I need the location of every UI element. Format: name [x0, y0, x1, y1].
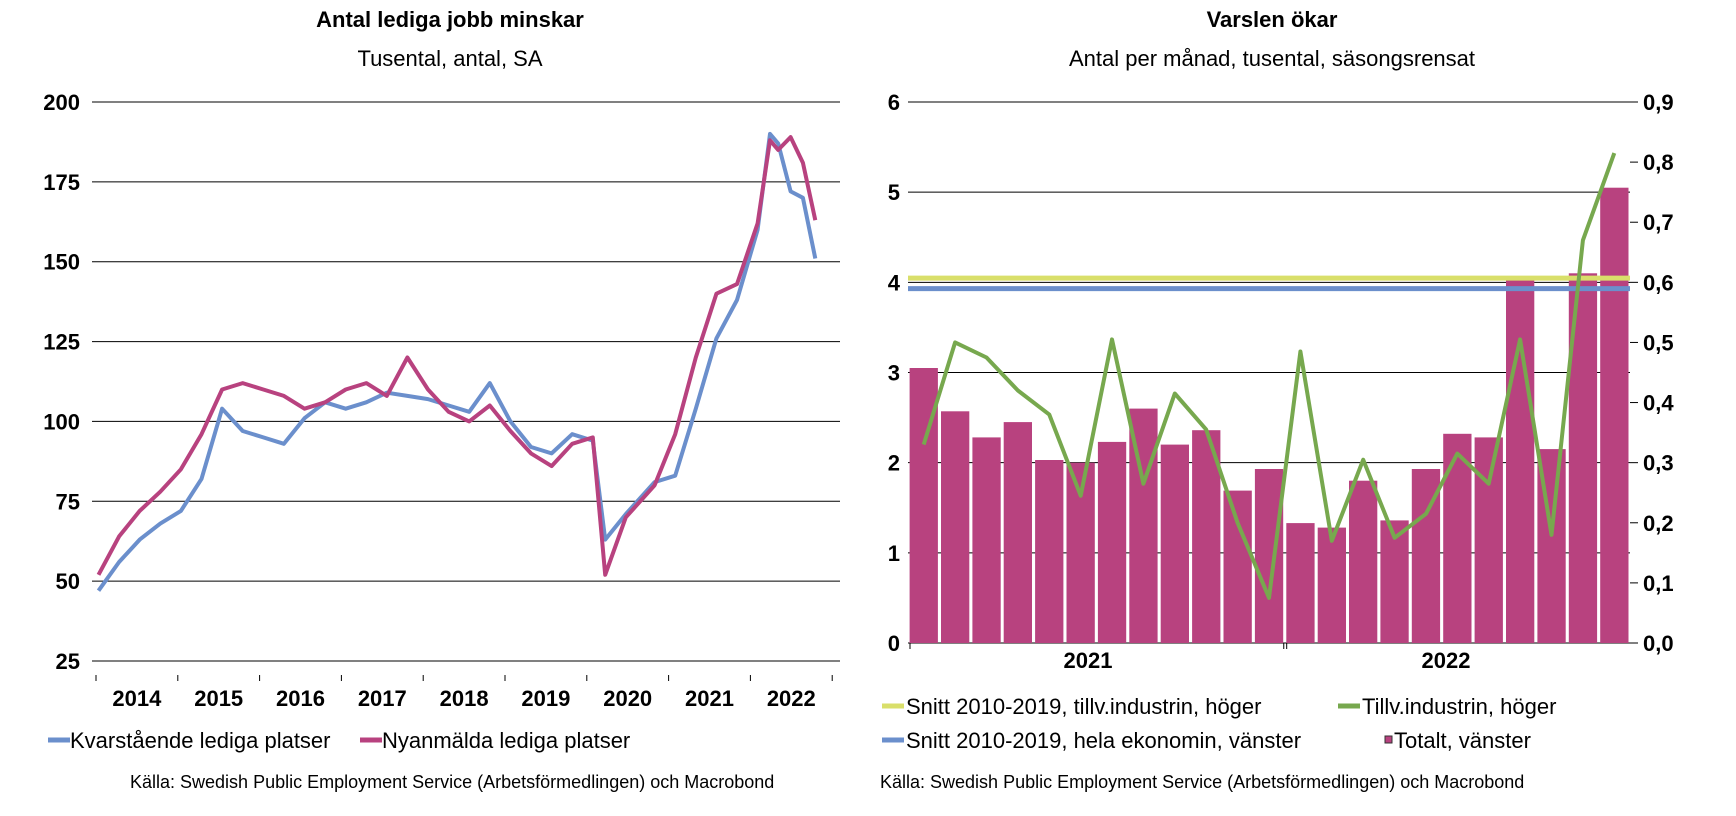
bar-totalt	[1003, 422, 1032, 643]
right-left-y-tick-label: 2	[888, 451, 900, 476]
legend-label-nyanmalda: Nyanmälda lediga platser	[382, 728, 630, 753]
bar-totalt	[1223, 490, 1252, 643]
left-gridlines	[92, 101, 840, 662]
left-legend: Kvarstående lediga platser Nyanmälda led…	[48, 728, 630, 753]
right-right-y-tick-label: 0,1	[1643, 571, 1674, 596]
bar-totalt	[1254, 469, 1284, 643]
series-line-nyanmalda	[96, 135, 818, 577]
right-right-y-tick-label: 0,3	[1643, 451, 1674, 476]
left-x-tick-label: 2020	[603, 686, 652, 711]
bar-totalt	[1160, 444, 1189, 643]
right-right-y-tick-label: 0,9	[1643, 90, 1674, 115]
right-right-y-tick-label: 0,2	[1643, 511, 1674, 536]
left-x-tick-label: 2016	[276, 686, 325, 711]
right-chart-title: Varslen ökar	[1207, 7, 1338, 32]
left-x-tick-label: 2019	[521, 686, 570, 711]
left-y-tick-label: 75	[56, 489, 80, 514]
right-x-tick-label: 2021	[1064, 648, 1113, 673]
right-left-y-tick-label: 0	[888, 631, 900, 656]
legend-label-totalt: Totalt, vänster	[1394, 728, 1531, 753]
right-left-y-tick-label: 5	[888, 180, 900, 205]
right-right-y-tick-label: 0,7	[1643, 210, 1674, 235]
left-x-tick-label: 2021	[685, 686, 734, 711]
left-series-lines	[96, 131, 818, 592]
right-x-axis: 2021 2022	[909, 643, 1471, 673]
bar-totalt	[1192, 430, 1221, 643]
bar-totalt	[941, 411, 970, 643]
right-legend: Snitt 2010-2019, tillv.industrin, höger …	[882, 694, 1556, 753]
right-x-tick-label: 2022	[1422, 648, 1471, 673]
bar-totalt	[1380, 520, 1409, 643]
legend-label-snitt-tillv: Snitt 2010-2019, tillv.industrin, höger	[906, 694, 1261, 719]
right-y-tick-labels: 0 1 2 3 4 5 6 0,0 0,1 0,2 0,3 0,4 0,5 0,6 0,7 0,8 0,9	[888, 90, 1675, 656]
left-x-tick-label: 2014	[112, 686, 162, 711]
right-left-y-tick-label: 1	[888, 541, 900, 566]
bar-totalt	[1600, 187, 1629, 643]
series-line-tillv	[921, 152, 1617, 600]
bar-totalt	[1317, 527, 1346, 643]
right-left-y-tick-label: 4	[888, 270, 901, 295]
left-y-tick-label: 100	[43, 409, 80, 434]
right-source-note: Källa: Swedish Public Employment Service…	[880, 772, 1524, 792]
bar-totalt	[1506, 276, 1535, 643]
right-right-y-tick-label: 0,8	[1643, 150, 1674, 175]
left-x-tick-label: 2017	[358, 686, 407, 711]
right-right-y-tick-label: 0,0	[1643, 631, 1674, 656]
left-y-tick-label: 150	[43, 250, 80, 275]
right-series-lines	[908, 152, 1630, 600]
left-y-tick-labels: 25 50 75 100 125 150 175 200	[43, 90, 80, 674]
right-left-y-tick-label: 3	[888, 361, 900, 386]
bar-totalt	[1286, 523, 1315, 643]
left-x-tick-label: 2022	[767, 686, 816, 711]
legend-swatch-totalt	[1384, 735, 1393, 744]
bar-totalt	[972, 437, 1001, 643]
right-right-y-tick-label: 0,4	[1643, 391, 1674, 416]
left-y-tick-label: 50	[56, 569, 80, 594]
right-right-y-tick-label: 0,6	[1643, 270, 1674, 295]
left-source-note: Källa: Swedish Public Employment Service…	[130, 772, 774, 792]
bar-totalt	[1349, 480, 1378, 643]
right-bars	[909, 187, 1629, 643]
legend-label-snitt-hela: Snitt 2010-2019, hela ekonomin, vänster	[906, 728, 1301, 753]
left-y-tick-label: 125	[43, 330, 80, 355]
bar-totalt	[1474, 437, 1503, 643]
legend-label-kvarstaende: Kvarstående lediga platser	[70, 728, 331, 753]
left-x-tick-label: 2015	[194, 686, 243, 711]
series-line-kvarstaende	[96, 131, 818, 592]
right-right-y-tick-label: 0,5	[1643, 330, 1674, 355]
left-chart-subtitle: Tusental, antal, SA	[357, 46, 542, 71]
left-y-tick-label: 25	[56, 649, 80, 674]
right-chart-subtitle: Antal per månad, tusental, säsongsrensat	[1069, 46, 1475, 71]
left-x-axis: 2014 2015 2016 2017 2018 2019 2020 2021 2022	[95, 675, 833, 711]
left-chart-title: Antal lediga jobb minskar	[316, 7, 584, 32]
left-y-tick-label: 200	[43, 90, 80, 115]
right-left-y-tick-label: 6	[888, 90, 900, 115]
legend-label-tillv: Tillv.industrin, höger	[1362, 694, 1556, 719]
left-x-tick-label: 2018	[440, 686, 489, 711]
left-y-tick-label: 175	[43, 170, 80, 195]
bar-totalt	[1097, 441, 1127, 643]
bar-totalt	[1035, 460, 1064, 643]
